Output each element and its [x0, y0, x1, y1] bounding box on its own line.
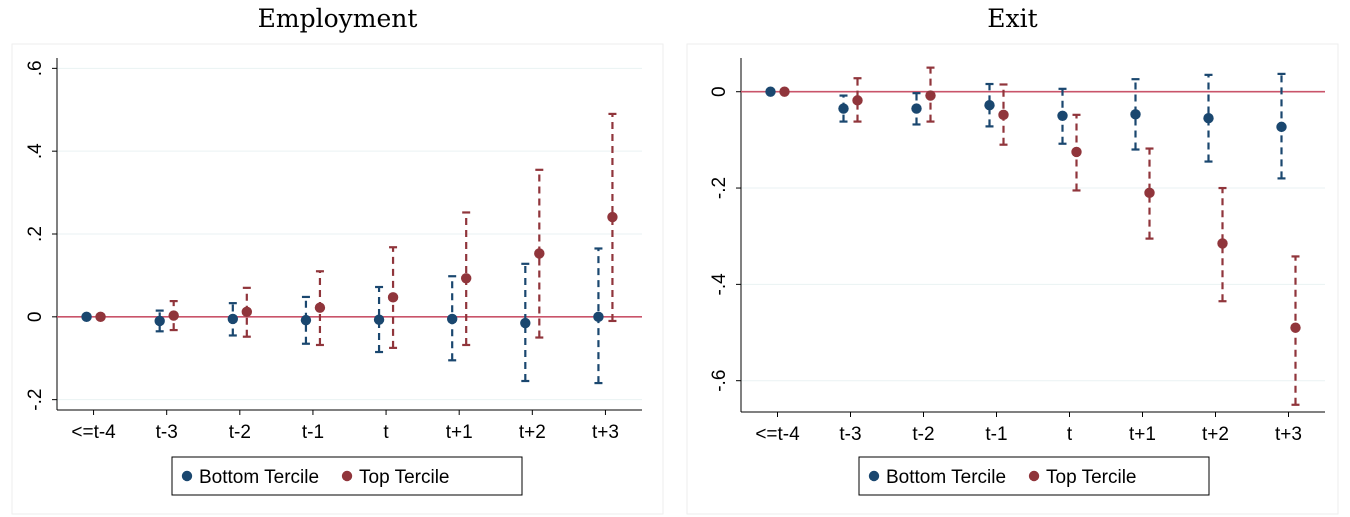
data-point [81, 311, 92, 323]
x-tick-label: <=t-4 [755, 424, 800, 445]
data-point [1057, 110, 1068, 121]
x-tick-label: t+1 [446, 422, 473, 443]
x-tick-label: t+3 [1275, 424, 1302, 445]
data-point [387, 292, 399, 303]
x-tick-label: t+2 [519, 422, 546, 443]
y-tick-label: .4 [25, 143, 46, 159]
data-point [520, 317, 531, 329]
x-tick-label: t-1 [985, 424, 1007, 445]
x-tick-label: t+1 [1129, 424, 1156, 445]
data-point [300, 314, 312, 326]
legend-marker [181, 470, 193, 482]
exit-chart: -.6 -.4 -.2 0 <=t-4 t-3 t-2 t-1 t t+1 t+2 t+3 Bottom… [686, 43, 1339, 515]
data-point [765, 86, 776, 97]
x-tick-label: t-2 [912, 424, 934, 445]
legend-label: Top Tercile [1046, 467, 1136, 488]
data-point [1276, 121, 1287, 133]
data-point [607, 211, 618, 223]
employment-panel: Employment -.2 0 .2 .4 .6 <=t-4 t-3 t-2 t-1 t t+1 t… [11, 4, 664, 515]
data-point [1130, 109, 1141, 120]
x-tick-label: t-1 [302, 422, 324, 443]
data-point [998, 109, 1009, 121]
y-tick-label: .6 [25, 60, 46, 76]
data-point [852, 95, 863, 106]
x-tick-label: t+2 [1202, 424, 1229, 445]
chart-frame [11, 43, 664, 515]
data-point [314, 302, 326, 313]
data-point [925, 90, 936, 101]
data-point [911, 103, 922, 114]
data-point [1290, 322, 1301, 333]
y-tick-label: -.2 [25, 389, 46, 411]
y-tick-label: 0 [709, 86, 730, 97]
data-point [373, 314, 385, 325]
data-point [446, 313, 458, 325]
x-tick-label: <=t-4 [71, 422, 116, 443]
exit-panel: Exit -.6 -.4 -.2 0 <=t-4 t-3 t-2 t-1 t t+1 t+2 t+3 B… [675, 0, 1350, 517]
x-tick-label: t-2 [229, 422, 251, 443]
legend-label: Bottom Tercile [886, 467, 1006, 488]
data-point [1071, 146, 1082, 158]
data-point [779, 86, 790, 97]
legend: Bottom Tercile Top Tercile [858, 456, 1210, 496]
y-tick-label: -.2 [709, 177, 730, 199]
exit-title: Exit [987, 4, 1038, 33]
data-point [534, 248, 545, 259]
employment-chart: -.2 0 .2 .4 .6 <=t-4 t-3 t-2 t-1 t t+1 t+2 t+3 Bottom… [11, 43, 664, 515]
data-point [227, 313, 239, 325]
y-tick-label: 0 [25, 312, 46, 323]
data-point [154, 315, 165, 327]
x-tick-label: t [1067, 424, 1073, 445]
legend-label: Bottom Tercile [199, 467, 319, 488]
x-tick-label: t+3 [592, 422, 619, 443]
legend-marker [1028, 470, 1040, 482]
data-point [838, 103, 849, 114]
data-point [168, 310, 179, 321]
x-tick-label: t [383, 422, 389, 443]
x-tick-label: t-3 [839, 424, 861, 445]
data-point [593, 311, 604, 323]
data-point [1144, 187, 1155, 199]
legend-marker [868, 470, 880, 482]
legend-label: Top Tercile [359, 467, 449, 488]
x-tick-label: t-3 [156, 422, 178, 443]
data-point [1217, 238, 1228, 249]
employment-title: Employment [257, 4, 418, 33]
data-point [460, 273, 472, 284]
chart-frame [686, 43, 1339, 515]
legend: Bottom Tercile Top Tercile [171, 456, 523, 496]
data-point [95, 311, 106, 323]
y-tick-label: .2 [25, 226, 46, 242]
y-tick-label: -.6 [709, 370, 730, 392]
y-tick-label: -.4 [709, 273, 730, 296]
data-point [1203, 113, 1214, 124]
data-point [241, 306, 253, 318]
legend-marker [341, 470, 353, 482]
data-point [984, 100, 995, 111]
